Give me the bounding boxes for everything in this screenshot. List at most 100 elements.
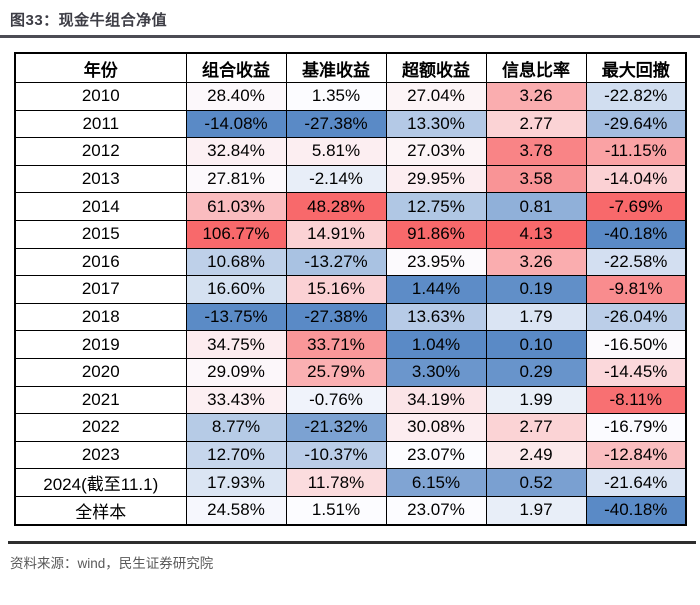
table-row: 2023 12.70% -10.37% 23.07% 2.49 -12.84% [14, 440, 687, 470]
value-cell: 29.09% [185, 357, 287, 387]
value-cell: -27.38% [285, 302, 387, 332]
value-cell: 0.10 [485, 330, 587, 359]
table-row: 2010 28.40% 1.35% 27.04% 3.26 -22.82% [14, 82, 687, 111]
value-cell: -14.45% [585, 357, 687, 387]
value-cell: 14.91% [285, 219, 387, 249]
value-cell: -14.08% [185, 109, 287, 139]
year-cell: 2021 [14, 385, 187, 415]
table-row: 2016 10.68% -13.27% 23.95% 3.26 -22.58% [14, 247, 687, 277]
value-cell: -2.14% [285, 164, 387, 194]
year-cell: 2015 [14, 219, 187, 249]
table-row: 2020 29.09% 25.79% 3.30% 0.29 -14.45% [14, 357, 687, 387]
table-row: 2021 33.43% -0.76% 34.19% 1.99 -8.11% [14, 385, 687, 415]
header-cell: 超额收益 [385, 52, 487, 83]
value-cell: 2.77 [485, 413, 587, 442]
value-cell: 34.75% [185, 330, 287, 359]
value-cell: 3.78 [485, 137, 587, 166]
value-cell: 2.49 [485, 440, 587, 470]
value-cell: 4.13 [485, 219, 587, 249]
value-cell: 6.15% [385, 468, 487, 497]
value-cell: 13.63% [385, 302, 487, 332]
value-cell: 23.07% [385, 440, 487, 470]
value-cell: 0.81 [485, 192, 587, 221]
year-cell: 全样本 [14, 495, 187, 526]
value-cell: -26.04% [585, 302, 687, 332]
value-cell: 27.04% [385, 82, 487, 111]
year-cell: 2022 [14, 413, 187, 442]
value-cell: 32.84% [185, 137, 287, 166]
table-body: 2010 28.40% 1.35% 27.04% 3.26 -22.82% 2011 -14.… [14, 82, 687, 526]
value-cell: 3.30% [385, 357, 487, 387]
value-cell: -0.76% [285, 385, 387, 415]
value-cell: 17.93% [185, 468, 287, 497]
table-row: 2018 -13.75% -27.38% 13.63% 1.79 -26.04% [14, 302, 687, 332]
value-cell: 16.60% [185, 275, 287, 304]
title-divider [0, 35, 700, 38]
table-row: 2014 61.03% 48.28% 12.75% 0.81 -7.69% [14, 192, 687, 221]
value-cell: 1.44% [385, 275, 487, 304]
value-cell: 1.99 [485, 385, 587, 415]
value-cell: 29.95% [385, 164, 487, 194]
footer-divider [8, 540, 696, 544]
value-cell: -22.82% [585, 82, 687, 111]
value-cell: 48.28% [285, 192, 387, 221]
figure-title: 图33：现金牛组合净值 [10, 12, 168, 29]
value-cell: 33.71% [285, 330, 387, 359]
value-cell: -11.15% [585, 137, 687, 166]
value-cell: 27.81% [185, 164, 287, 194]
value-cell: -16.50% [585, 330, 687, 359]
table-row: 2024(截至11.1) 17.93% 11.78% 6.15% 0.52 -21.64% [14, 468, 687, 497]
value-cell: 30.08% [385, 413, 487, 442]
value-cell: 0.19 [485, 275, 587, 304]
header-cell: 信息比率 [485, 52, 587, 83]
value-cell: -16.79% [585, 413, 687, 442]
value-cell: 106.77% [185, 219, 287, 249]
value-cell: -40.18% [585, 219, 687, 249]
value-cell: 1.35% [285, 82, 387, 111]
value-cell: -40.18% [585, 495, 687, 526]
table-row: 2012 32.84% 5.81% 27.03% 3.78 -11.15% [14, 137, 687, 166]
value-cell: 33.43% [185, 385, 287, 415]
value-cell: 1.51% [285, 495, 387, 526]
table-row: 2015 106.77% 14.91% 91.86% 4.13 -40.18% [14, 219, 687, 249]
value-cell: 23.95% [385, 247, 487, 277]
value-cell: 25.79% [285, 357, 387, 387]
year-cell: 2010 [14, 82, 187, 111]
year-cell: 2013 [14, 164, 187, 194]
value-cell: -8.11% [585, 385, 687, 415]
value-cell: 28.40% [185, 82, 287, 111]
year-cell: 2014 [14, 192, 187, 221]
value-cell: 27.03% [385, 137, 487, 166]
value-cell: 13.30% [385, 109, 487, 139]
value-cell: 0.52 [485, 468, 587, 497]
value-cell: -21.64% [585, 468, 687, 497]
value-cell: 3.26 [485, 247, 587, 277]
value-cell: -12.84% [585, 440, 687, 470]
table-row: 2019 34.75% 33.71% 1.04% 0.10 -16.50% [14, 330, 687, 359]
table-header-row: 年份 组合收益 基准收益 超额收益 信息比率 最大回撤 [14, 52, 687, 83]
value-cell: 12.75% [385, 192, 487, 221]
value-cell: 5.81% [285, 137, 387, 166]
value-cell: 24.58% [185, 495, 287, 526]
table-row: 2013 27.81% -2.14% 29.95% 3.58 -14.04% [14, 164, 687, 194]
year-cell: 2024(截至11.1) [14, 468, 187, 497]
header-cell: 最大回撤 [585, 52, 687, 83]
value-cell: 10.68% [185, 247, 287, 277]
year-cell: 2016 [14, 247, 187, 277]
value-cell: -21.32% [285, 413, 387, 442]
year-cell: 2011 [14, 109, 187, 139]
year-cell: 2023 [14, 440, 187, 470]
value-cell: 12.70% [185, 440, 287, 470]
value-cell: 15.16% [285, 275, 387, 304]
value-cell: -9.81% [585, 275, 687, 304]
value-cell: 0.29 [485, 357, 587, 387]
source-note: 资料来源：wind，民生证券研究院 [10, 555, 214, 571]
value-cell: -13.27% [285, 247, 387, 277]
table-row: 2022 8.77% -21.32% 30.08% 2.77 -16.79% [14, 413, 687, 442]
header-cell: 组合收益 [185, 52, 287, 83]
value-cell: 1.04% [385, 330, 487, 359]
table-row: 2017 16.60% 15.16% 1.44% 0.19 -9.81% [14, 275, 687, 304]
value-cell: -22.58% [585, 247, 687, 277]
value-cell: 11.78% [285, 468, 387, 497]
